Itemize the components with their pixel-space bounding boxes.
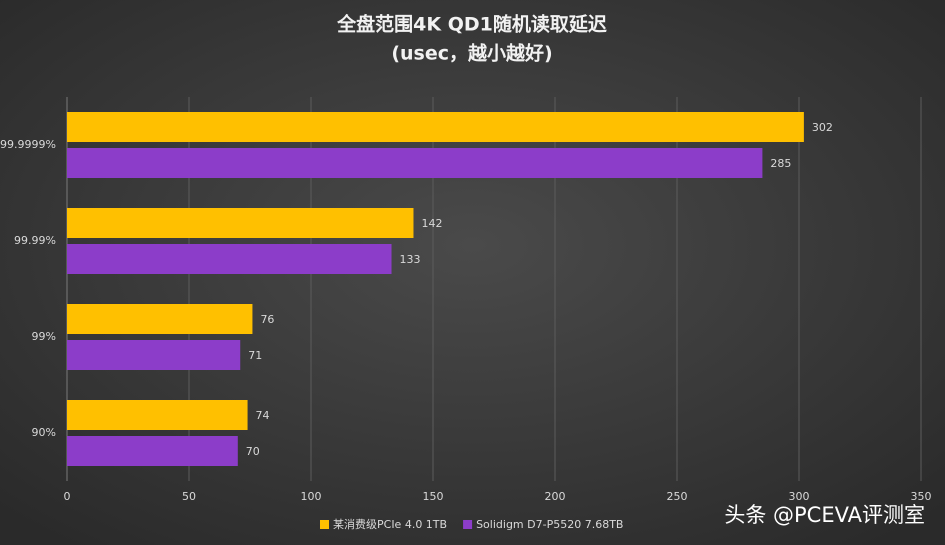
legend-swatch [463,520,473,529]
x-tick-label: 200 [545,490,566,503]
bar [67,400,248,430]
value-label: 76 [260,313,274,326]
bar [67,208,414,238]
value-label: 70 [246,445,260,458]
x-tick-label: 50 [182,490,196,503]
y-tick-label: 99% [32,330,56,343]
x-tick-label: 100 [301,490,322,503]
chart-title: 全盘范围4K QD1随机读取延迟 [336,13,607,36]
legend-label: 某消费级PCIe 4.0 1TB [333,517,447,531]
chart-subtitle: (usec，越小越好) [391,42,552,65]
value-label: 133 [400,253,421,266]
watermark: 头条 @PCEVA评测室 [724,503,925,527]
value-label: 142 [421,217,442,230]
x-tick-label: 150 [423,490,444,503]
x-tick-label: 250 [667,490,688,503]
legend-swatch [320,520,329,529]
y-tick-label: 99.99% [14,234,56,247]
value-label: 285 [770,157,791,170]
legend-label: Solidigm D7-P5520 7.68TB [476,518,623,531]
value-label: 71 [248,349,262,362]
bar [67,340,241,370]
x-tick-label: 300 [789,490,810,503]
bar [67,244,392,274]
bar [67,436,238,466]
bar [67,304,253,334]
x-tick-label: 350 [911,490,932,503]
x-tick-label: 0 [64,490,71,503]
bar [67,112,804,142]
y-tick-label: 90% [32,426,56,439]
bar [67,148,763,178]
value-label: 302 [812,121,833,134]
y-tick-label: 99.9999% [0,138,56,151]
value-label: 74 [256,409,270,422]
